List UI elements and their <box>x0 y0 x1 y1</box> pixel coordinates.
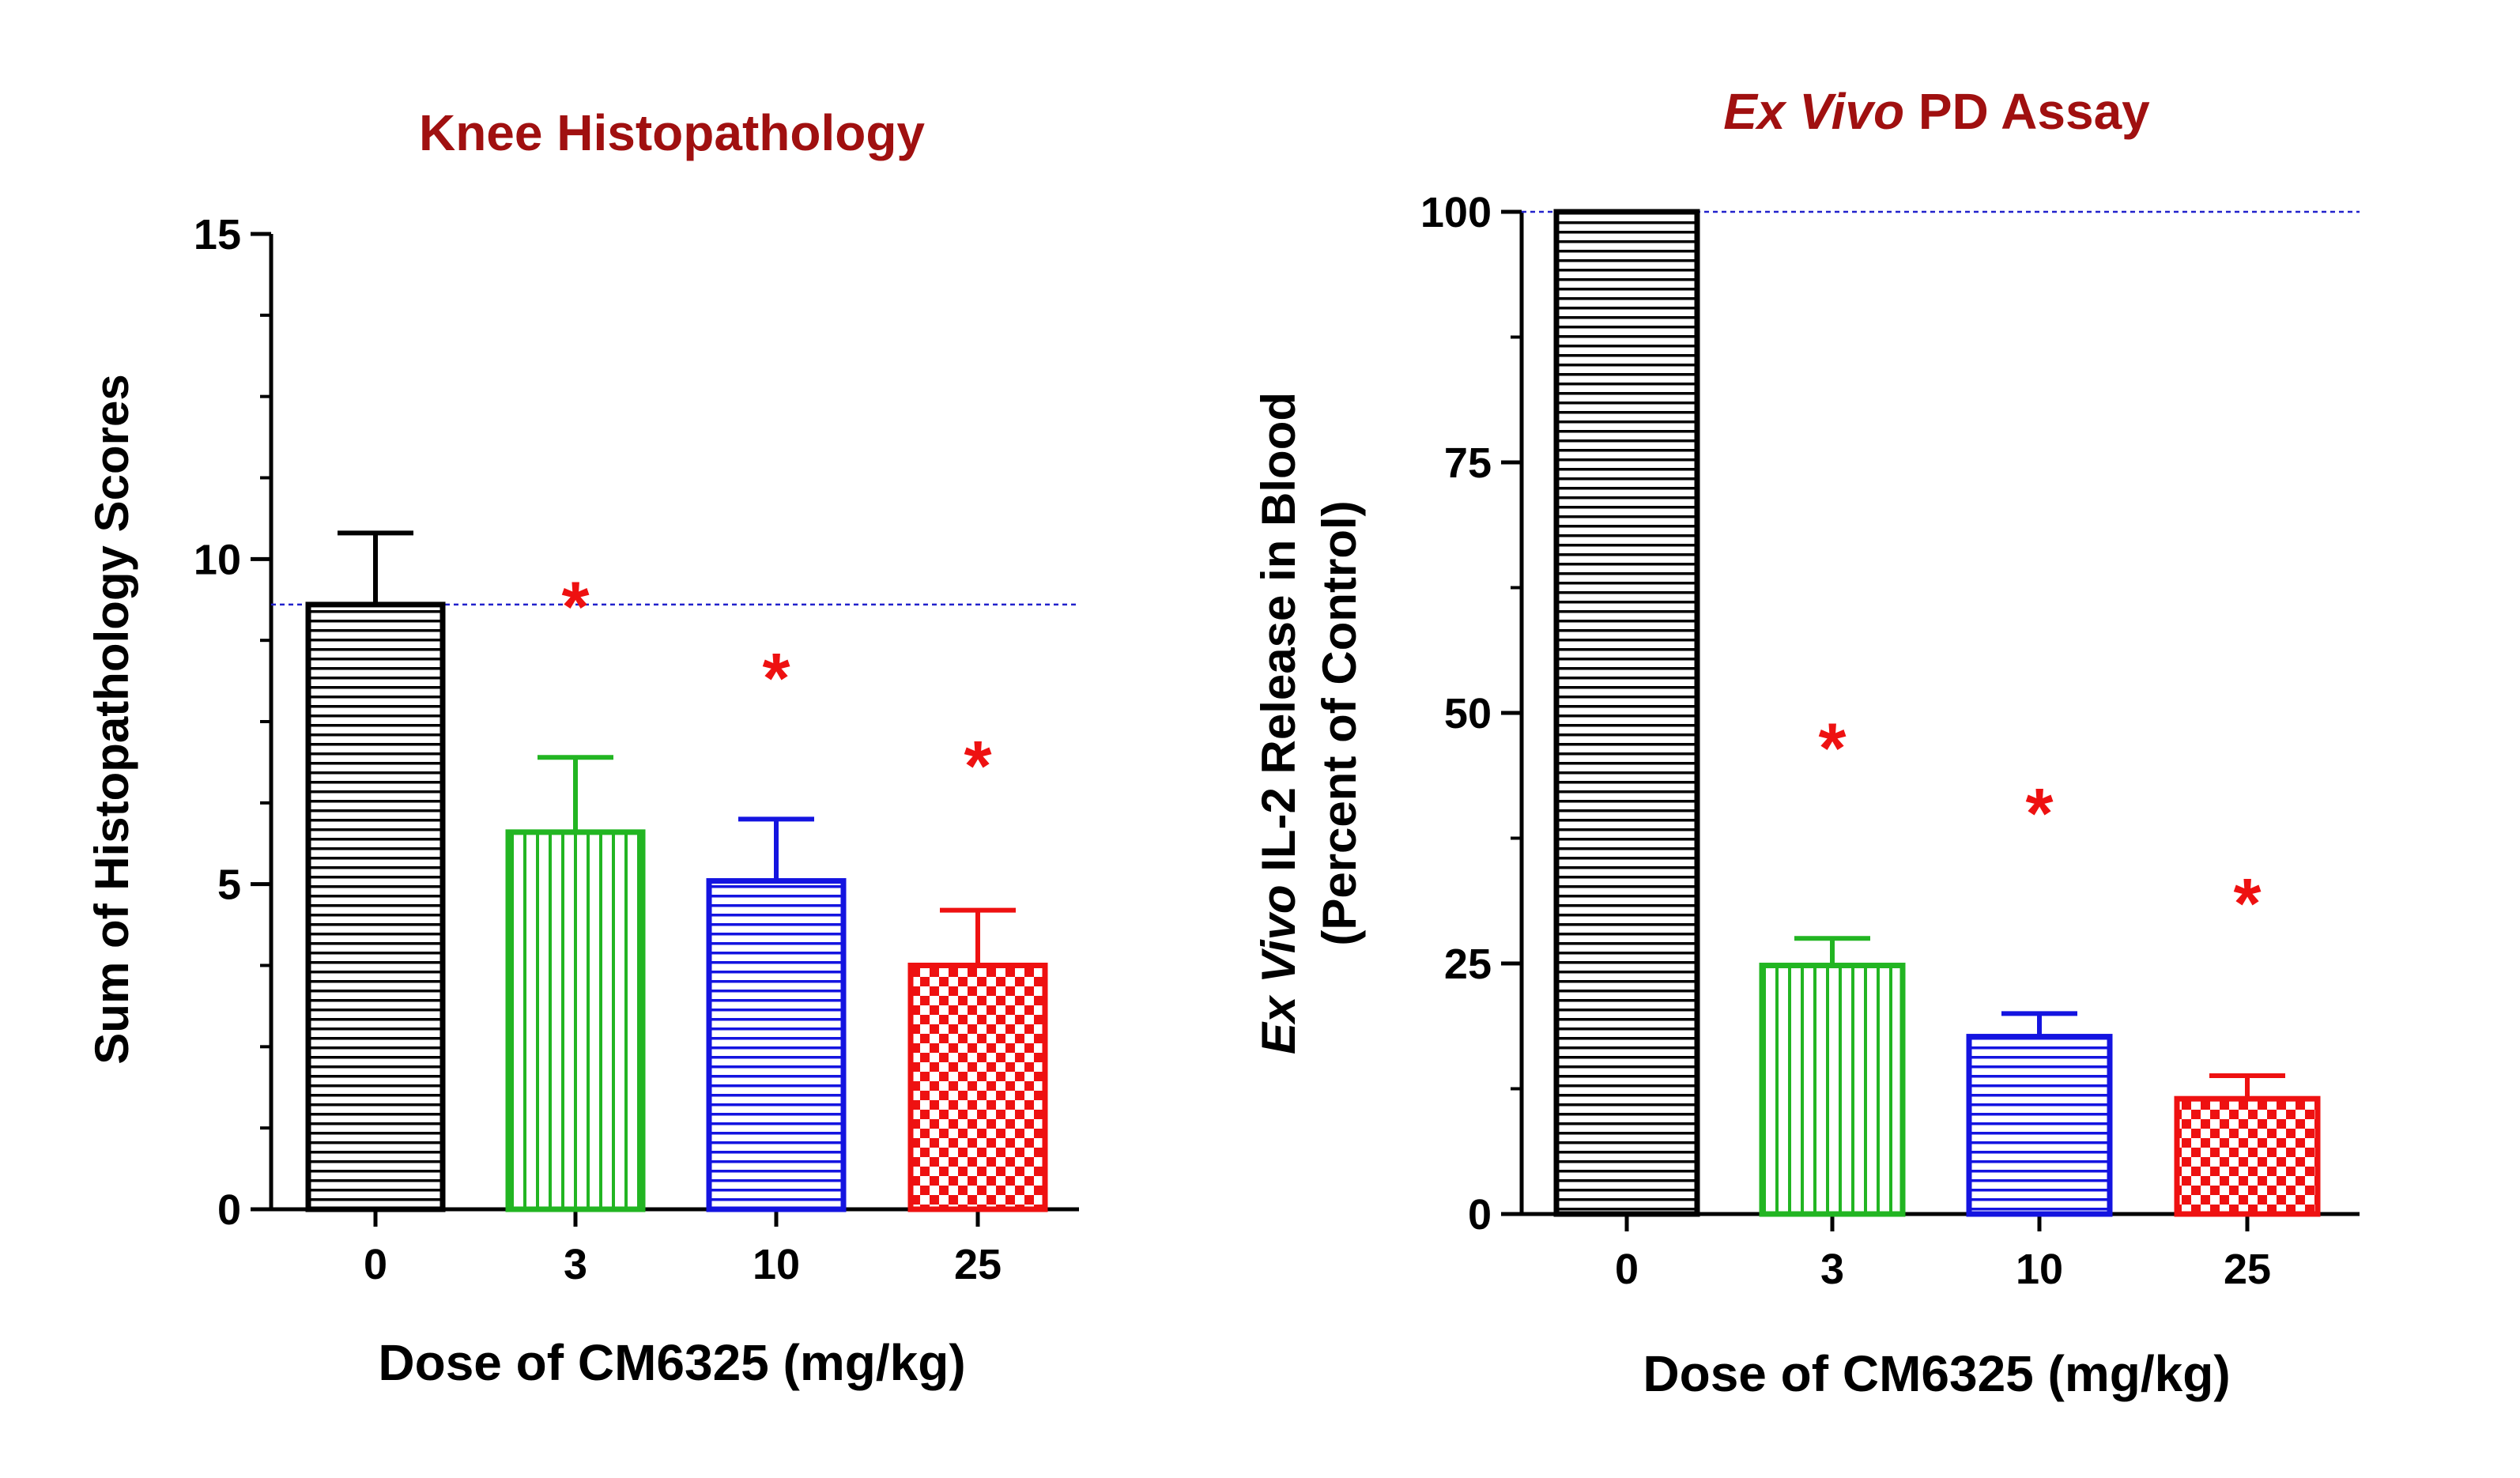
bar-dose-25 <box>907 963 1048 1212</box>
x-tick-label: 0 <box>1615 1246 1639 1293</box>
bar-dose-3 <box>1759 963 1906 1217</box>
x-tick-label: 10 <box>753 1241 800 1288</box>
chart-2-y-axis-label-line1: Ex Vivo IL-2 Release in Blood <box>1252 392 1305 1054</box>
bar-dose-0 <box>1553 209 1700 1217</box>
x-tick-label: 3 <box>1820 1246 1844 1293</box>
chart-1-y-axis-label: Sum of Histopathology Scores <box>85 374 138 1064</box>
significance-asterisk: * <box>964 727 991 806</box>
significance-asterisk: * <box>1818 709 1846 788</box>
chart-marks: 0 5 10 15 0 3 10 25 * * * 0 25 50 75 100 0 3 10 25 * * * <box>194 189 2360 1293</box>
significance-asterisk: * <box>2233 865 2261 944</box>
y-tick-label: 25 <box>1444 941 1492 988</box>
y-tick-label: 5 <box>217 862 241 909</box>
chart-2-title-rest: PD Assay <box>1904 83 2150 140</box>
chart-2-x-axis-label: Dose of CM6325 (mg/kg) <box>1643 1345 2230 1402</box>
chart-2-plot: 0 25 50 75 100 0 3 10 25 * * * <box>1420 189 2360 1293</box>
significance-asterisk: * <box>561 567 589 647</box>
chart-2-ylabel-rest: IL-2 Release in Blood <box>1252 392 1305 884</box>
y-tick-label: 100 <box>1420 189 1492 236</box>
y-tick-label: 50 <box>1444 690 1492 737</box>
chart-1-title: Knee Histopathology <box>419 104 925 161</box>
bar-dose-25 <box>2174 1095 2321 1217</box>
y-tick-label: 75 <box>1444 439 1492 487</box>
x-tick-label: 3 <box>564 1241 587 1288</box>
significance-asterisk: * <box>2025 775 2053 854</box>
bar-dose-3 <box>505 829 646 1212</box>
y-tick-label: 10 <box>194 536 241 583</box>
y-tick-label: 0 <box>1468 1191 1492 1239</box>
chart-1-x-axis-label: Dose of CM6325 (mg/kg) <box>378 1334 965 1391</box>
bar-dose-10 <box>706 878 847 1212</box>
chart-2-title: Ex Vivo PD Assay <box>1723 83 2150 140</box>
y-tick-label: 15 <box>194 211 241 258</box>
chart-2-title-italic: Ex Vivo <box>1723 83 1904 140</box>
x-tick-label: 0 <box>364 1241 387 1288</box>
chart-knee-histopathology: Knee Histopathology Sum of Histopatholog… <box>85 104 966 1391</box>
bar-dose-0 <box>305 601 446 1212</box>
chart-1-plot: 0 5 10 15 0 3 10 25 * * * <box>194 211 1079 1288</box>
chart-2-ylabel-italic: Ex Vivo <box>1252 884 1305 1054</box>
x-tick-label: 25 <box>2224 1246 2271 1293</box>
x-tick-label: 10 <box>2016 1246 2063 1293</box>
chart-2-y-axis-label-line2: (Percent of Control) <box>1313 500 1366 945</box>
bar-dose-10 <box>1966 1034 2113 1217</box>
x-tick-label: 25 <box>954 1241 1002 1288</box>
y-tick-label: 0 <box>217 1186 241 1234</box>
chart-ex-vivo-pd-assay: Ex Vivo PD Assay Ex Vivo IL-2 Release in… <box>1252 83 2231 1402</box>
significance-asterisk: * <box>762 639 790 718</box>
